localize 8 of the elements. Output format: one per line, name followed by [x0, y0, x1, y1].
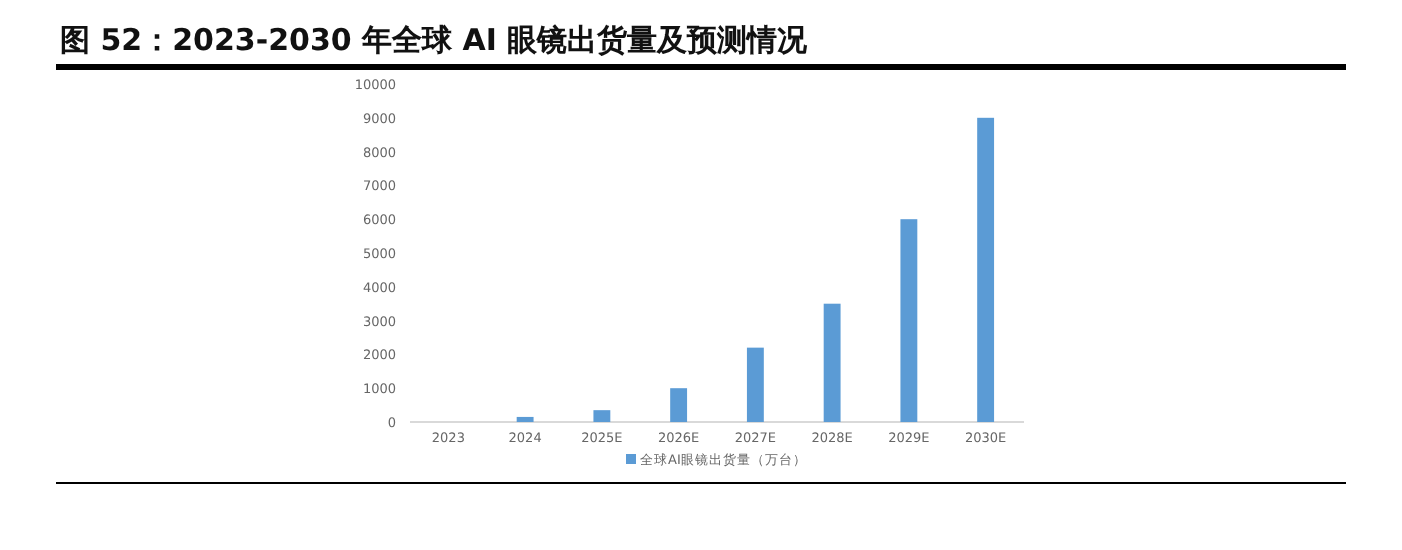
- bar: [593, 410, 611, 422]
- chart-title: 图 52：2023-2030 年全球 AI 眼镜出货量及预测情况: [60, 22, 810, 58]
- bar: [823, 303, 841, 422]
- bar: [746, 347, 764, 422]
- bar: [977, 117, 995, 422]
- bar: [670, 388, 688, 422]
- bar: [900, 219, 918, 422]
- bar: [516, 416, 534, 422]
